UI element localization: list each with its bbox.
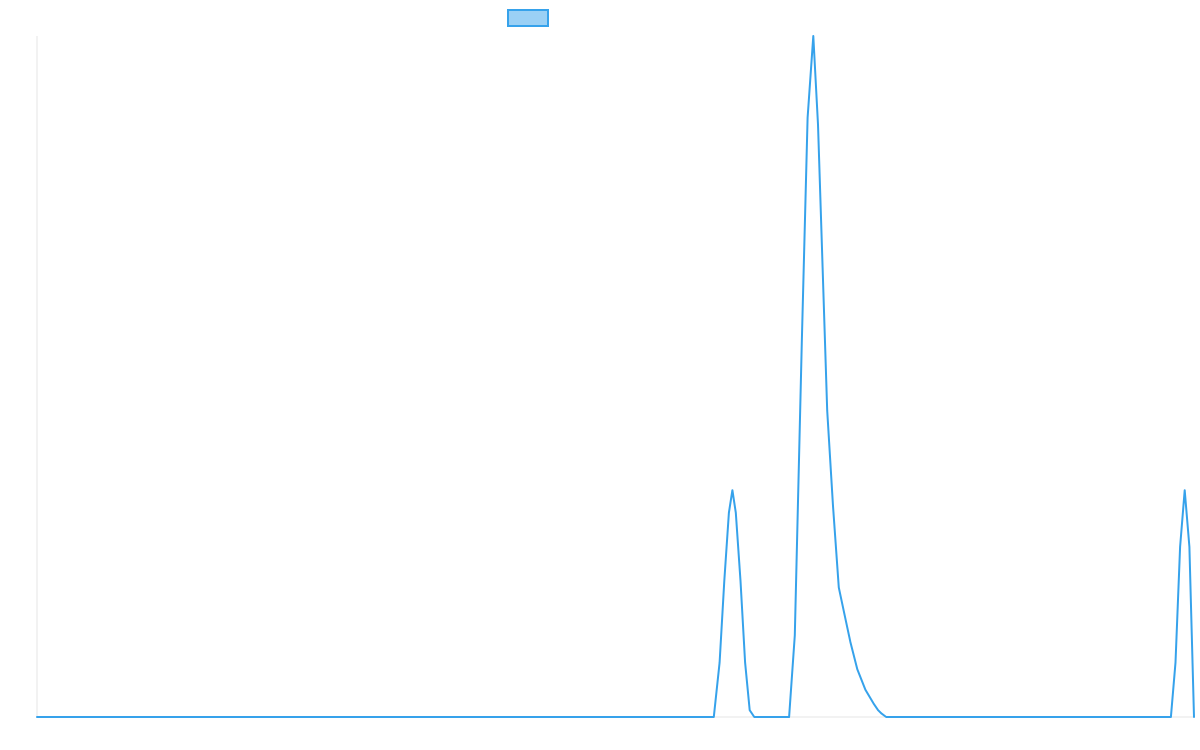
- legend[interactable]: [507, 9, 549, 27]
- legend-swatch[interactable]: [507, 9, 549, 27]
- series-layer: [36, 35, 1195, 718]
- axes: [36, 36, 1194, 718]
- series-line: [36, 35, 1195, 718]
